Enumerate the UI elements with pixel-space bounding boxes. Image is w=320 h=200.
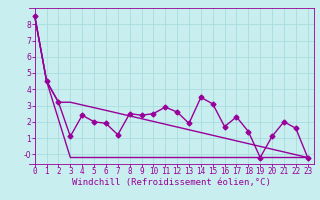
- X-axis label: Windchill (Refroidissement éolien,°C): Windchill (Refroidissement éolien,°C): [72, 178, 271, 187]
